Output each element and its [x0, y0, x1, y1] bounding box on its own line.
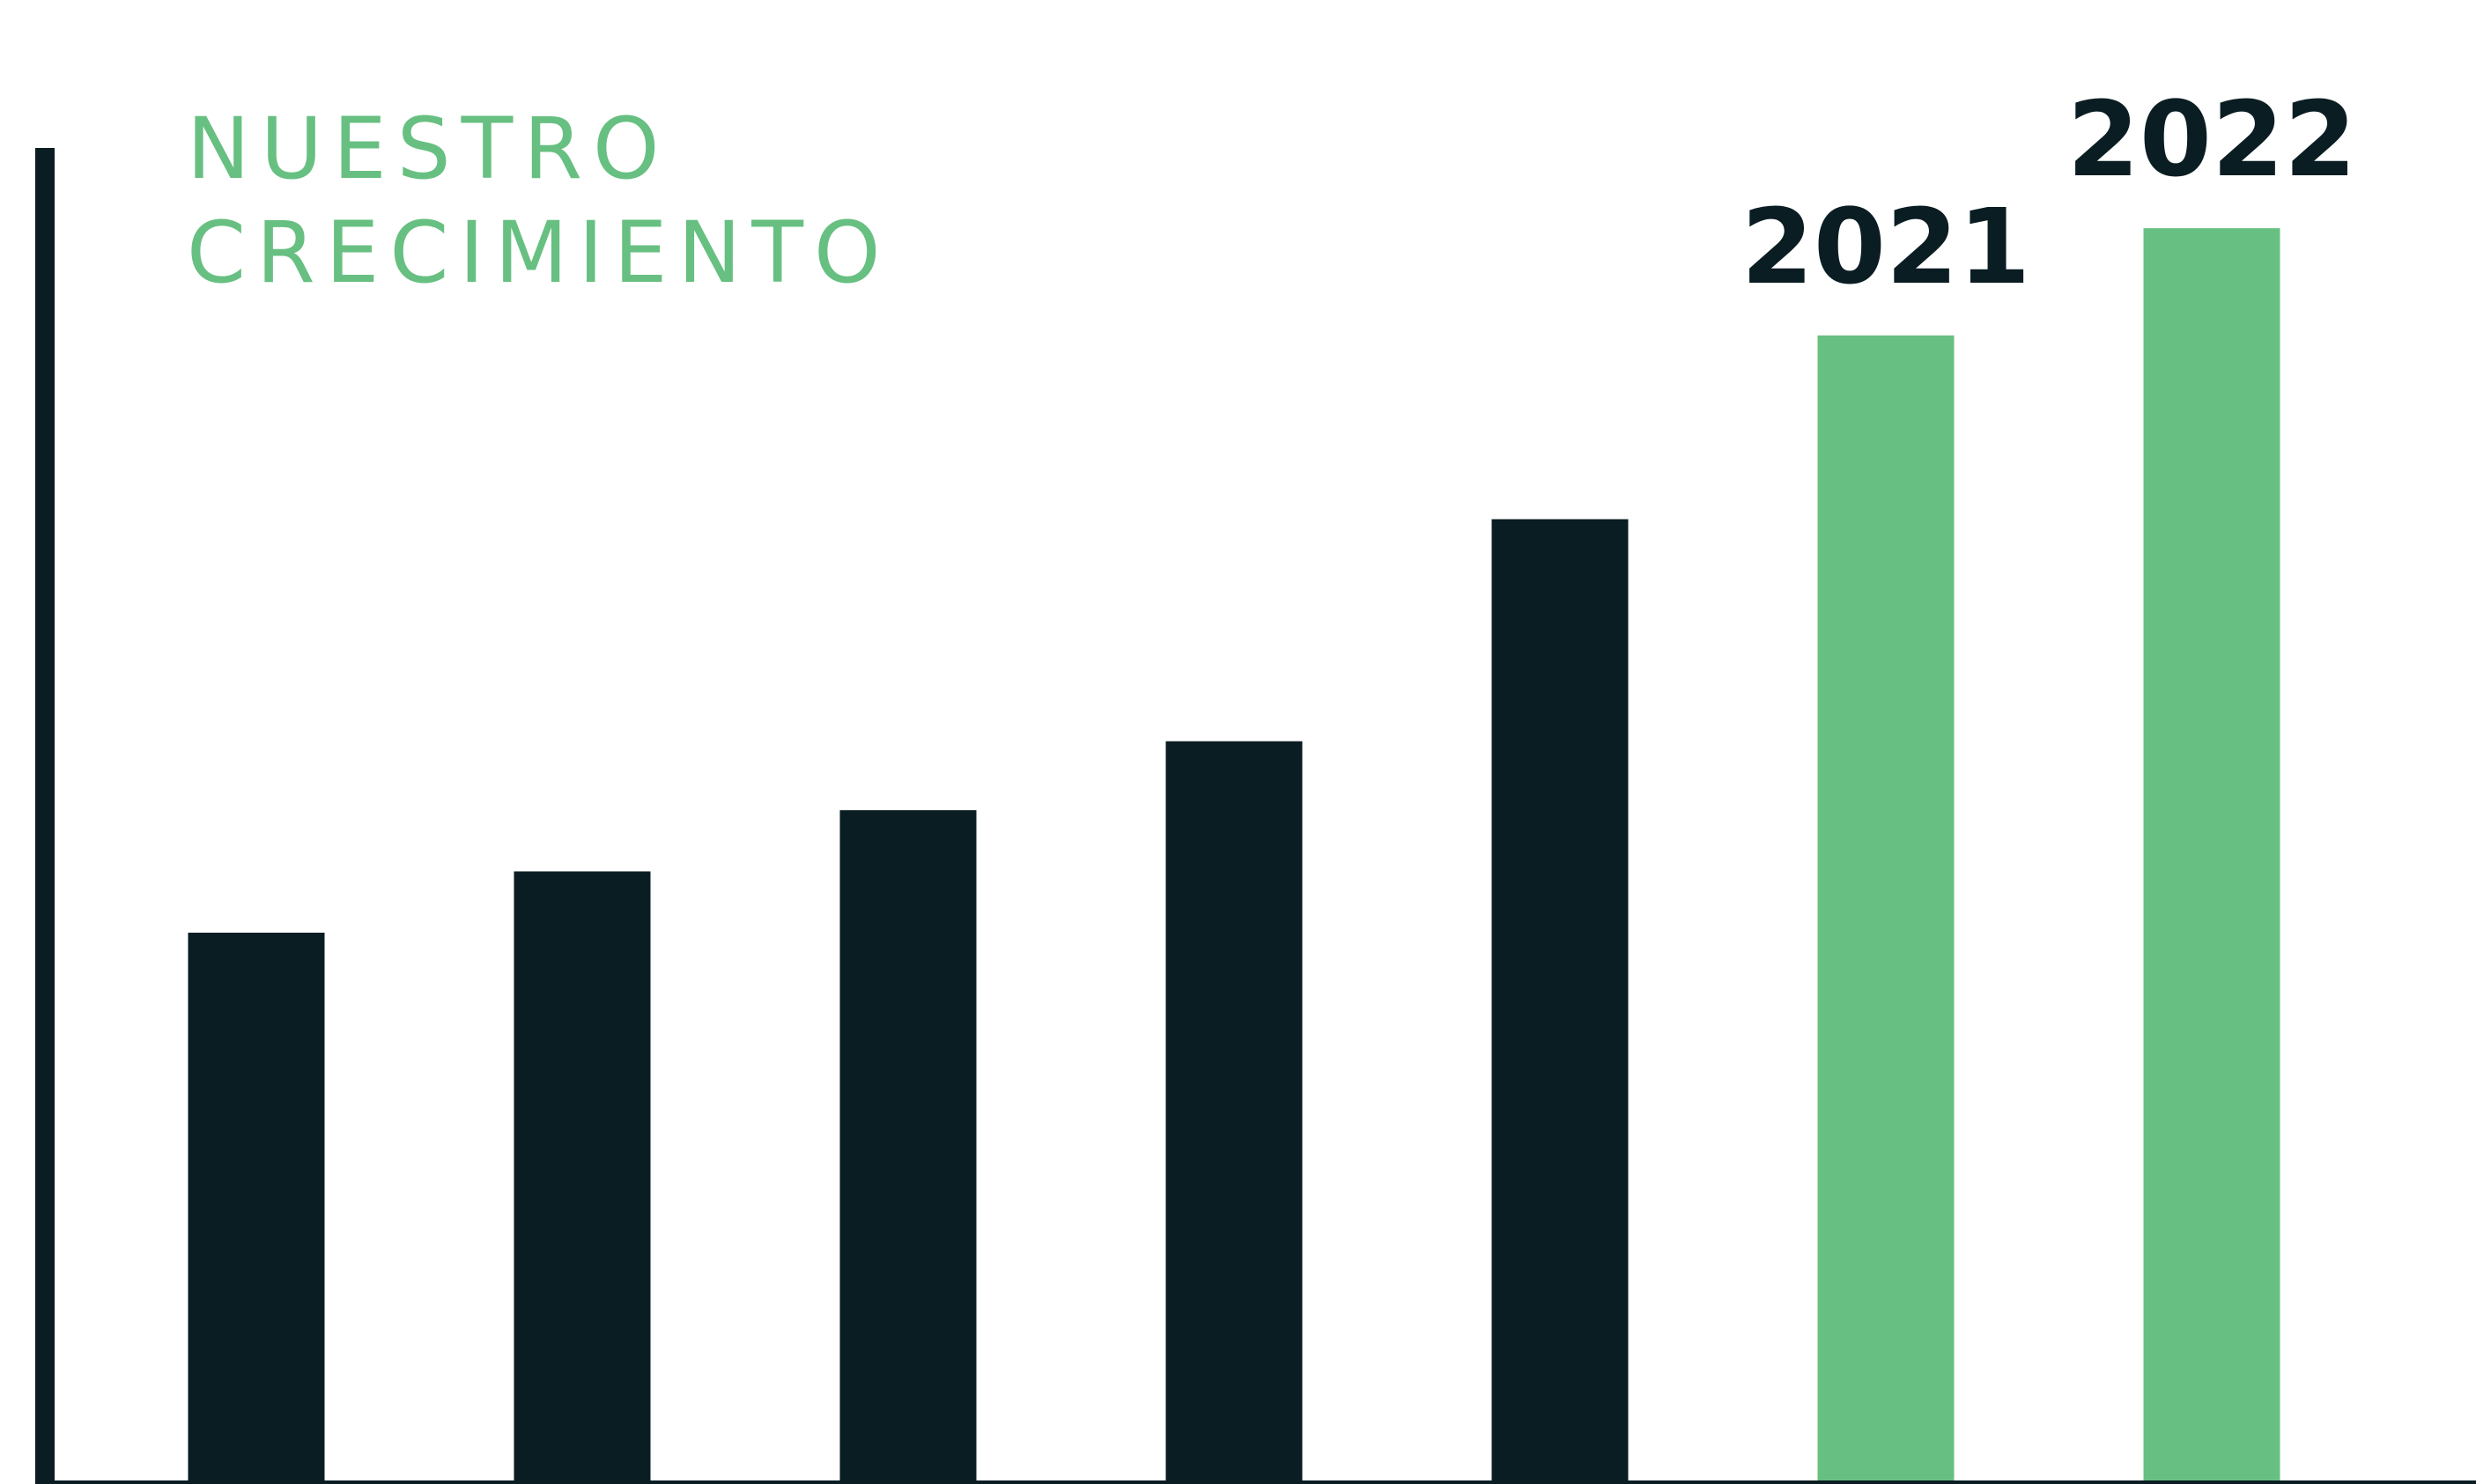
chart-title: NUESTRO CRECIMIENTO [187, 97, 891, 305]
bar-1 [514, 871, 651, 1484]
y-axis-line [35, 148, 55, 1484]
chart-title-line-1: NUESTRO [187, 100, 670, 198]
bar-6 [2143, 228, 2280, 1484]
bar-labels-layer: 2021 2022 [1741, 78, 2356, 307]
bar-label-2022: 2022 [2067, 78, 2356, 200]
axes-layer [35, 148, 2476, 1484]
bar-4 [1491, 519, 1629, 1484]
bars-layer [188, 228, 2280, 1484]
bar-0 [188, 933, 325, 1484]
x-axis-line [35, 1480, 2476, 1484]
bar-3 [1165, 741, 1303, 1484]
bar-5 [1817, 335, 1955, 1484]
bar-label-2021: 2021 [1741, 186, 2030, 307]
chart-title-line-2: CRECIMIENTO [187, 203, 891, 302]
bar-2 [839, 809, 977, 1484]
